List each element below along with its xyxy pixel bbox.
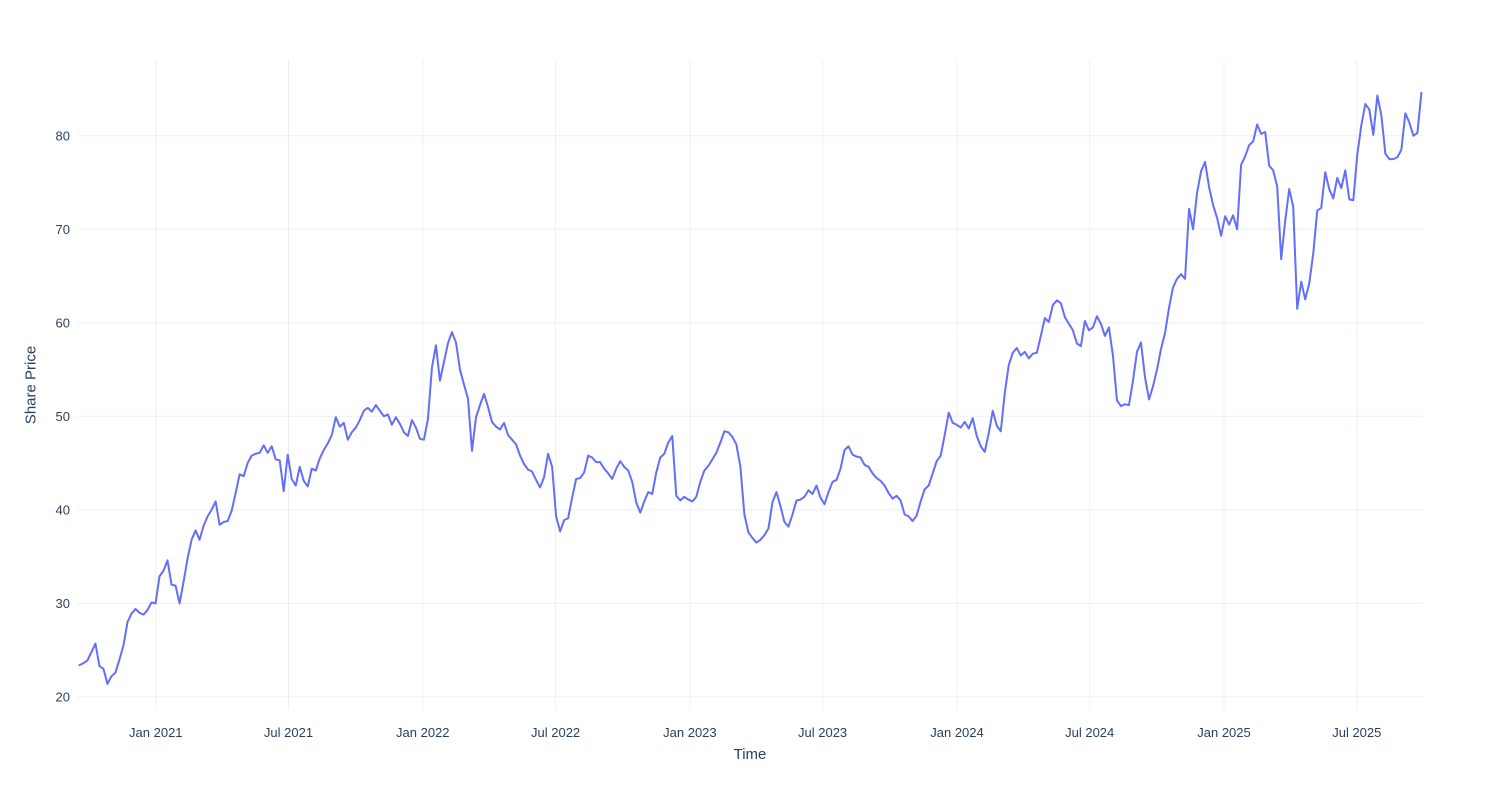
- y-tick-label: 80: [56, 128, 70, 143]
- y-tick-label: 30: [56, 596, 70, 611]
- x-tick-label: Jan 2021: [129, 725, 183, 740]
- y-tick-label: 40: [56, 502, 70, 517]
- x-tick-label: Jul 2022: [531, 725, 580, 740]
- x-tick-label: Jan 2023: [663, 725, 717, 740]
- y-tick-label: 50: [56, 409, 70, 424]
- x-tick-label: Jul 2023: [798, 725, 847, 740]
- x-tick-label: Jul 2021: [264, 725, 313, 740]
- x-tick-label: Jan 2022: [396, 725, 450, 740]
- y-axis-title: Share Price: [22, 345, 40, 425]
- x-tick-label: Jan 2025: [1197, 725, 1251, 740]
- x-tick-label: Jul 2025: [1332, 725, 1381, 740]
- y-tick-label: 20: [56, 689, 70, 704]
- price-line-series[interactable]: [78, 91, 1423, 685]
- x-tick-label: Jul 2024: [1065, 725, 1114, 740]
- y-tick-label: 60: [56, 315, 70, 330]
- x-tick-label: Jan 2024: [930, 725, 984, 740]
- y-tick-label: 70: [56, 222, 70, 237]
- x-axis-title: Time: [733, 746, 767, 763]
